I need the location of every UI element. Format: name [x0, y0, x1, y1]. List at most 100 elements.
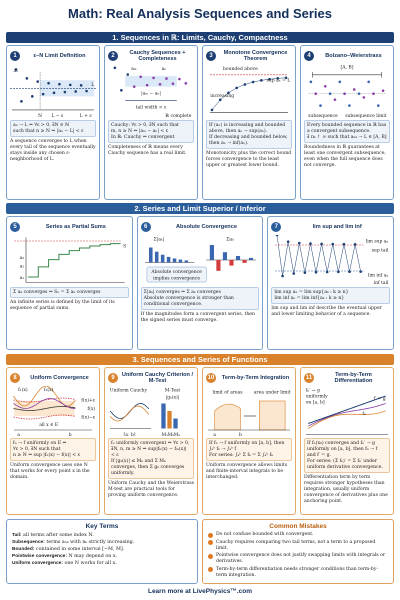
diagram-shape — [209, 245, 214, 260]
mistake: Pointwise convergence does not justify s… — [208, 553, 388, 565]
diagram-shape — [216, 260, 221, 271]
caption: An infinite series is defined by the lim… — [10, 300, 115, 311]
diagram: aₘ aₙ |aₘ − aₙ| tail width < ε ℝ complete — [113, 66, 192, 118]
panel-title: Series as Partial Sums — [45, 223, 106, 230]
formula-box: fₙ → f uniformly on E ⇔ ∀ε > 0, ∃N such t… — [10, 438, 96, 461]
diagram-shape — [314, 92, 317, 95]
diagram-shape — [277, 235, 362, 277]
diagram-label: on [a, b] — [306, 400, 325, 406]
formula-box: If fₙ(x₀) converges and fₙ′ → g uniforml… — [304, 438, 390, 473]
diagram: Uniform Cauchy M-Test|gₖ(x)| M₁ M₂ M₃ [a, b] — [110, 388, 181, 437]
diagram-label: aₙ — [162, 67, 167, 72]
diagram-label: a₂ — [20, 264, 25, 269]
diagram-shape — [333, 98, 337, 101]
formula-line: such that n ≥ N ⇒ |aₙ − L| < ε — [13, 128, 84, 134]
diagram-shape — [284, 76, 288, 80]
panel-header: 1 ε–N Limit Definition — [10, 48, 96, 64]
panel-number: 1 — [10, 51, 20, 61]
formula-box: lim sup aₙ = lim sup{aₖ : k ≥ n} lim inf … — [271, 287, 390, 304]
diagram-shape — [357, 92, 361, 95]
diagram-shape — [161, 403, 166, 429]
diagram-label: M₃ — [174, 432, 181, 436]
diagram-shape — [184, 260, 188, 263]
formula-line: If |gₖ(x)| ≤ Mₖ and Σ Mₖ converges, then… — [111, 458, 185, 476]
diagram-label: tail width < ε — [136, 105, 167, 111]
diagram-shape — [58, 82, 61, 86]
term: Pointwise convergence: — [12, 554, 67, 559]
diagram-shape — [41, 92, 45, 96]
diagram-shape — [352, 88, 356, 91]
diagram-shape — [309, 80, 313, 84]
diagram-label: uniformly — [306, 394, 328, 400]
diagram-shape — [63, 90, 67, 94]
diagram-shape — [145, 83, 149, 87]
key-terms-title: Key Terms — [85, 523, 119, 530]
panel-title: lim sup and lim inf — [312, 223, 362, 230]
diagram-label: a — [213, 433, 216, 436]
panel: 6 Absolute Convergence Σ|aₖ| Σaₖ Absolute co… — [136, 216, 264, 350]
diagram-label: limit of areas — [212, 390, 243, 396]
formula-line: For series: ∫ₐᵇ Σ fₖ = Σ ∫ₐᵇ fₖ — [209, 452, 274, 458]
diagram-label: area under limit — [254, 390, 291, 396]
diagram-label: bounded above — [223, 66, 258, 72]
diagram-label: aₘ — [131, 67, 137, 72]
diagram-shape — [146, 266, 207, 283]
panel-number: 7 — [271, 222, 282, 232]
formula-line: fₙ uniformly convergent ⇔ ∀ε > 0, ∃N, n,… — [111, 440, 190, 458]
diagram-label: f₁(x) — [18, 386, 28, 393]
caption: Uniform Cauchy and the Weierstrass M-tes… — [108, 481, 194, 498]
formula-line: Σ|aₖ| converges ⇒ Σ aₖ converges — [143, 289, 221, 295]
panel: 8 Uniform Convergence f₁(x) f₂(x) f(x)+ε f(x)… — [6, 367, 100, 515]
diagram-label: f₂(x) — [44, 386, 54, 393]
panel: 9 Uniform Cauchy Criterion / M-Test Unifor… — [104, 367, 198, 515]
diagram-shape — [367, 80, 370, 84]
caption: Monotonicity plus the correct bound forc… — [206, 151, 292, 168]
diagram-shape — [165, 77, 168, 80]
caption: If the magnitudes form a convergent seri… — [140, 312, 255, 323]
diagram-label: lim sup aₙ — [366, 239, 389, 245]
diagram-label: |aₘ − aₙ| — [141, 91, 161, 97]
section-banner: 2. Series and Limit Superior / Inferior — [6, 203, 394, 214]
formula-line: If decreasing and bounded below, then aₙ… — [209, 134, 288, 146]
diagram: f₁(x) f₂(x) f(x)+εf(x) f(x)−ε all x ∈ E a b — [13, 386, 96, 436]
formula-line: Σ aₖ converges ⇔ Sₙ = Σ aₖ converges — [13, 289, 101, 295]
caption: Differentiation term by term requires st… — [304, 475, 388, 504]
diagram-label: fₙ — [362, 411, 366, 417]
panel-header: 2 Cauchy Sequences + Completeness — [108, 48, 194, 64]
formula-line: Absolute convergence is stronger than co… — [143, 295, 234, 307]
panel-title: Term-by-Term Integration — [221, 374, 290, 381]
diagram-shape — [211, 77, 287, 111]
panel: 10 Term-by-Term Integration limit of areas… — [202, 367, 296, 515]
panel-number: 5 — [10, 222, 20, 232]
formula-line: aₙ → L ⇔ ∀ε > 0, ∃N ∈ ℕ — [13, 122, 70, 128]
formula-line: lim sup aₙ = lim sup{aₖ : k ≥ n} — [274, 289, 349, 295]
diagram-label: ℝ complete — [165, 113, 191, 118]
panel-header: 3 Monotone Convergence Theorem — [206, 48, 292, 64]
diagram-shape — [79, 84, 83, 87]
diagram-label: lim inf aₙ — [368, 272, 389, 278]
diagram-shape — [13, 398, 76, 409]
diagram-shape — [229, 260, 234, 266]
diagram-shape — [139, 75, 142, 79]
panel-number: 3 — [206, 51, 216, 61]
diagram-shape — [47, 81, 50, 85]
diagram-shape — [20, 100, 23, 103]
diagram-shape — [27, 243, 121, 278]
diagram-shape — [25, 77, 29, 80]
diagram-shape — [319, 104, 322, 107]
panel-header: 9 Uniform Cauchy Criterion / M-Test — [108, 370, 194, 386]
panel-number: 4 — [304, 51, 314, 61]
mistake-text: Term-by-term differentiation needs stron… — [216, 566, 378, 578]
diagram-label: M₁ — [162, 432, 169, 436]
diagram-shape — [113, 66, 117, 70]
formula-line: If (aₙ) is increasing and bounded above,… — [209, 122, 286, 134]
definition: contained in some interval [−M, M]. — [35, 547, 125, 552]
diagram-shape — [152, 76, 155, 80]
panel: 1 ε–N Limit Definition aₙ L N L − ε L + ε aₙ → … — [6, 45, 100, 200]
diagram-label: |gₖ(x)| — [166, 394, 180, 401]
panel: 4 Bolzano–Weierstrass [A, B] subsequence sub… — [300, 45, 394, 200]
diagram-label: aₙ — [13, 69, 18, 74]
